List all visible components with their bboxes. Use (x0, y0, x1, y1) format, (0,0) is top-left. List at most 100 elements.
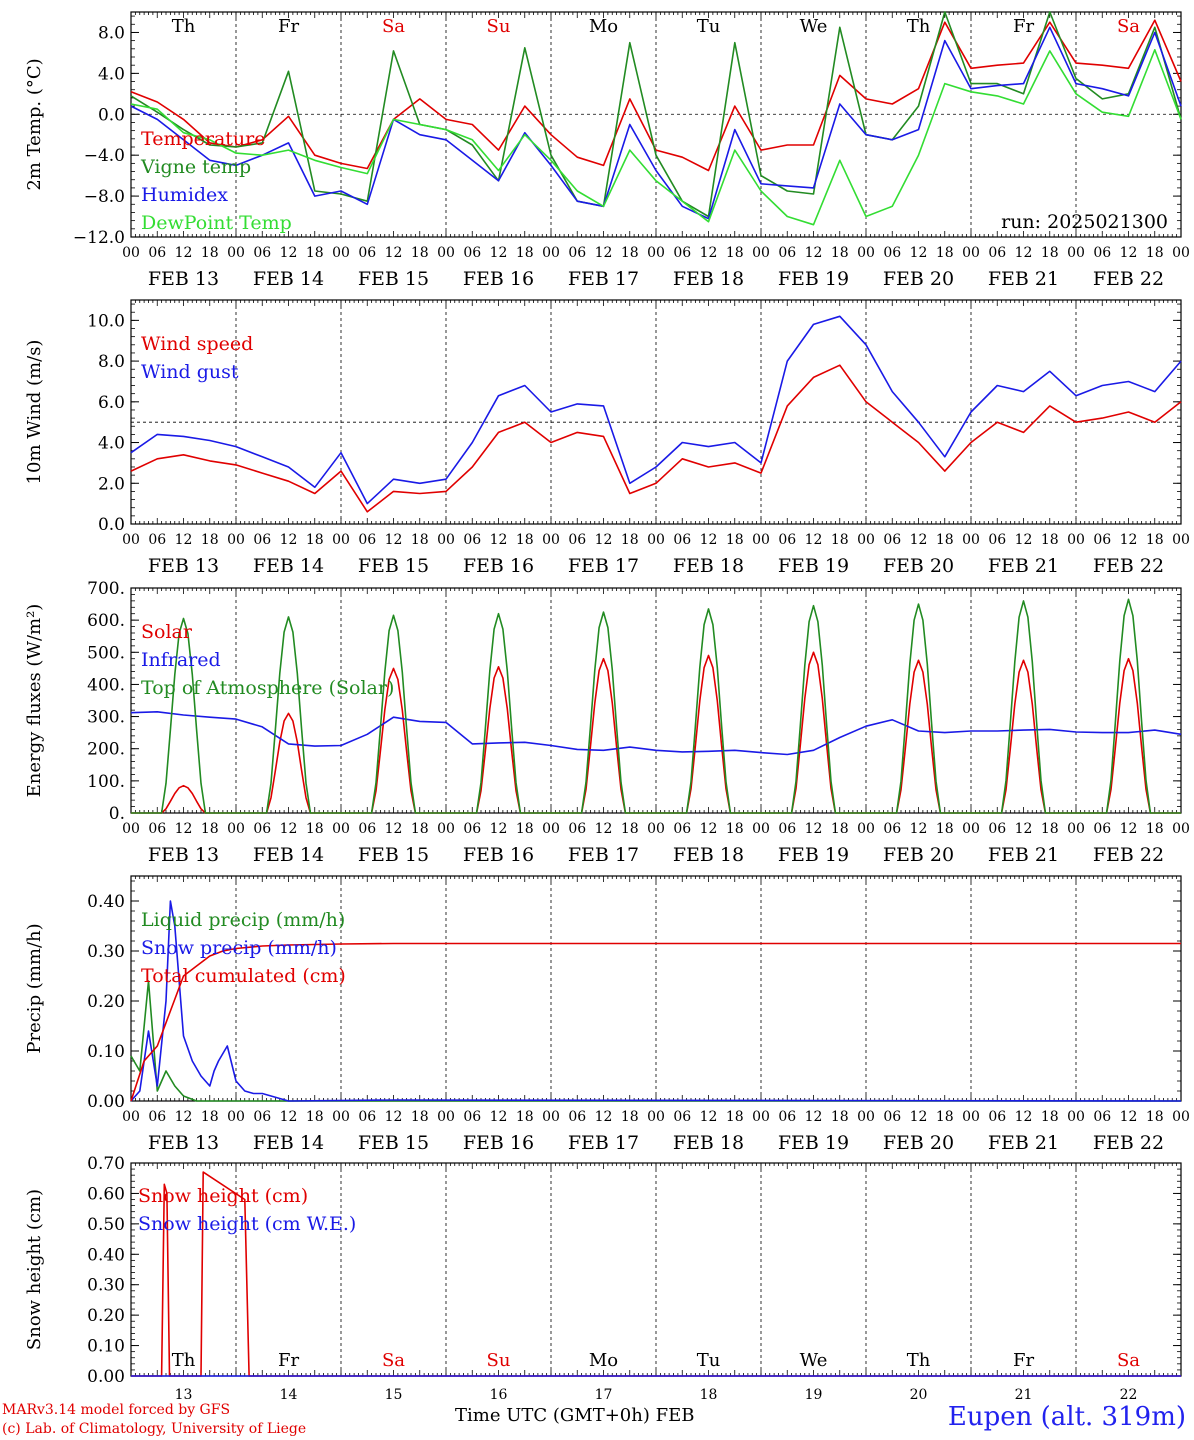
hour-label: 12 (595, 532, 613, 548)
hour-label: 00 (227, 1109, 245, 1125)
hour-label: 12 (490, 245, 508, 261)
y-tick-label: 6.0 (98, 393, 125, 413)
y-tick-label: −12.0 (73, 228, 125, 248)
weekday-label: Tu (697, 1350, 721, 1371)
hour-label: 00 (122, 1109, 140, 1125)
hour-label: 06 (148, 532, 166, 548)
day-label: FEB 14 (253, 555, 324, 577)
hour-label: 18 (831, 1109, 849, 1125)
hour-label: 12 (595, 821, 613, 837)
weekday-label: Su (487, 16, 511, 37)
hour-label: 18 (1041, 1109, 1059, 1125)
hour-label: 06 (358, 1109, 376, 1125)
day-label: FEB 15 (358, 268, 429, 290)
day-label: FEB 16 (463, 268, 534, 290)
day-label: FEB 15 (358, 555, 429, 577)
hour-label: 12 (805, 532, 823, 548)
hour-label: 18 (831, 532, 849, 548)
hour-label: 12 (385, 1109, 403, 1125)
hour-label: 18 (621, 821, 639, 837)
hour-label: 00 (962, 821, 980, 837)
hour-label: 00 (332, 245, 350, 261)
hour-label: 18 (936, 245, 954, 261)
y-tick-label: 0.40 (87, 1245, 125, 1265)
y-tick-label: 0.70 (87, 1154, 125, 1174)
hour-label: 06 (148, 245, 166, 261)
hour-label: 18 (1041, 245, 1059, 261)
day-label: FEB 13 (148, 1132, 219, 1154)
hour-label: 18 (516, 245, 534, 261)
hour-label: 18 (201, 532, 219, 548)
day-label: FEB 19 (778, 844, 849, 866)
hour-label: 00 (437, 532, 455, 548)
y-tick-label: 0.00 (87, 1092, 125, 1112)
series-line-precip-0 (130, 980, 1181, 1102)
hour-label: 06 (1093, 245, 1111, 261)
hour-label: 12 (700, 245, 718, 261)
hour-label: 12 (490, 532, 508, 548)
y-tick-label: −4.0 (84, 146, 125, 166)
hour-label: 00 (647, 1109, 665, 1125)
hour-label: 12 (280, 532, 298, 548)
hour-label: 06 (778, 532, 796, 548)
hour-label: 18 (201, 821, 219, 837)
plot-frame (130, 299, 1182, 525)
weekday-label: Th (172, 1350, 196, 1371)
hour-label: 06 (253, 532, 271, 548)
hour-label: 12 (595, 245, 613, 261)
y-tick-label: 400. (87, 675, 125, 695)
day-label: FEB 15 (358, 844, 429, 866)
y-tick-label: 100. (87, 772, 125, 792)
day-label: FEB 16 (463, 844, 534, 866)
hour-label: 06 (988, 821, 1006, 837)
series-line-temp-1 (130, 11, 1182, 218)
weekday-label: Fr (278, 1350, 299, 1371)
hour-label: 00 (1067, 1109, 1085, 1125)
day-label: FEB 18 (673, 268, 744, 290)
hour-label: 06 (253, 245, 271, 261)
hour-label: 18 (516, 1109, 534, 1125)
y-tick-label: 4.0 (98, 64, 125, 84)
day-label: FEB 20 (883, 844, 954, 866)
hour-label: 00 (332, 821, 350, 837)
day-label: FEB 22 (1093, 1132, 1164, 1154)
hour-label: 12 (910, 532, 928, 548)
weekday-label: Fr (278, 16, 299, 37)
hour-label: 06 (1093, 532, 1111, 548)
hour-label: 00 (857, 532, 875, 548)
hour-label: 12 (1015, 532, 1033, 548)
panel-wind (130, 299, 1182, 525)
hour-label: 06 (883, 532, 901, 548)
hour-label: 06 (148, 821, 166, 837)
day-number-label: 22 (1120, 1387, 1138, 1403)
hour-label: 12 (490, 1109, 508, 1125)
run-label: run: 2025021300 (1001, 211, 1168, 233)
day-label: FEB 22 (1093, 555, 1164, 577)
hour-label: 06 (778, 1109, 796, 1125)
hour-label: 18 (621, 532, 639, 548)
x-axis-title-text: Time UTC (GMT+0h) (455, 1405, 650, 1426)
hour-label: 00 (647, 245, 665, 261)
day-label: FEB 18 (673, 844, 744, 866)
hour-label: 12 (280, 1109, 298, 1125)
hour-label: 06 (673, 821, 691, 837)
hour-label: 06 (883, 245, 901, 261)
hour-label: 12 (1120, 532, 1138, 548)
hour-label: 18 (411, 1109, 429, 1125)
hour-label: 18 (831, 821, 849, 837)
hour-label: 00 (227, 821, 245, 837)
hour-label: 06 (1093, 821, 1111, 837)
hour-label: 18 (411, 821, 429, 837)
day-label: FEB 14 (253, 844, 324, 866)
hour-label: 12 (385, 821, 403, 837)
panel-precip (130, 875, 1182, 1102)
series-line-wind-0 (130, 364, 1182, 513)
hour-label: 18 (1041, 821, 1059, 837)
hour-label: 12 (280, 245, 298, 261)
hour-label: 18 (306, 821, 324, 837)
day-label: FEB 14 (253, 268, 324, 290)
hour-label: 06 (463, 821, 481, 837)
series-line-flux-2 (131, 598, 1181, 814)
hour-label: 18 (936, 821, 954, 837)
